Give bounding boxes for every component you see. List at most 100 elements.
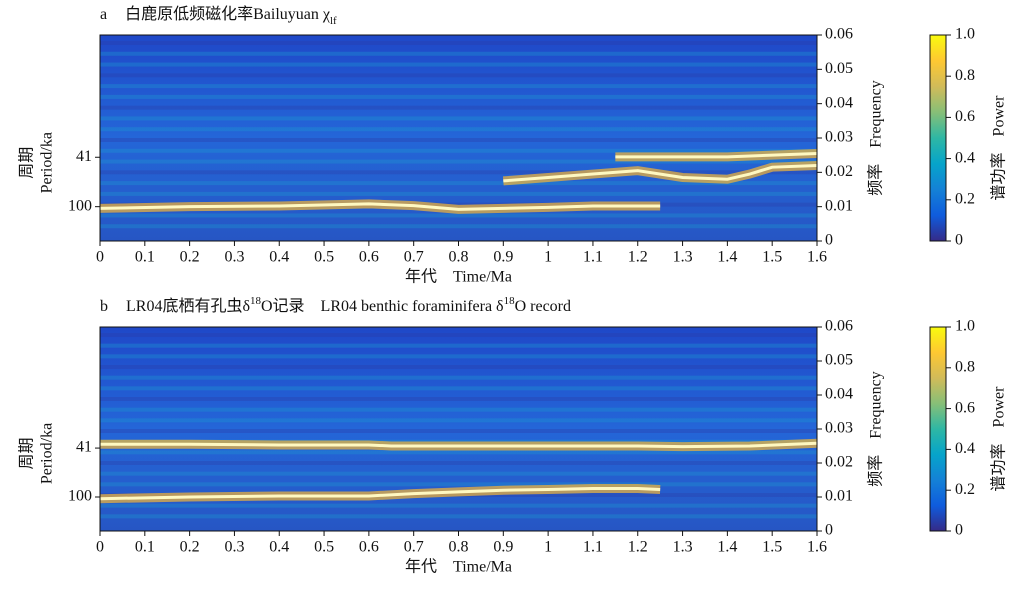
spectrogram-band: [100, 418, 817, 423]
spectrogram-band: [100, 116, 817, 121]
y-axis-label: 周期: [18, 147, 36, 179]
spectrogram-band: [100, 213, 817, 218]
spectrogram-band: [100, 471, 817, 476]
y2-axis-label: 频率 Frequency: [867, 80, 885, 196]
spectrogram-band: [100, 73, 817, 78]
y-tick-label: 0.01: [825, 488, 853, 505]
x-tick-label: 0.6: [359, 249, 379, 266]
spectrogram-band: [100, 514, 817, 519]
y-tick-label: 0.03: [825, 420, 853, 437]
x-tick-label: 0.2: [180, 249, 200, 266]
y-tick-label: 0.01: [825, 197, 853, 214]
colorbar-tick-label: 0: [955, 232, 963, 249]
title-part: b: [100, 298, 108, 315]
y-tick-label: 0.02: [825, 454, 853, 471]
spectrogram-band: [100, 386, 817, 391]
spectrogram-band: [100, 170, 817, 175]
x-tick-label: 1.4: [717, 249, 737, 266]
y-axis-label: Period/ka: [39, 132, 56, 193]
x-tick-label: 1: [544, 539, 552, 556]
y-tick-label: 0: [825, 522, 833, 539]
chart-title: b LR04底栖有孔虫δ18O记录 LR04 benthic foraminife…: [100, 295, 571, 315]
spectrogram-band: [100, 503, 817, 508]
colorbar: [929, 34, 947, 242]
spectrogram-band: [100, 343, 817, 348]
colorbar-tick-label: 0.8: [955, 67, 975, 84]
colorbar-tick-label: 0.4: [955, 440, 975, 457]
x-tick-label: 0: [96, 249, 104, 266]
title-part: 白鹿原低频磁化率: [125, 5, 253, 23]
x-tick-label: 0.3: [224, 249, 244, 266]
y-tick-label: 0.04: [825, 94, 853, 111]
title-part: lf: [330, 15, 337, 27]
y-tick-label: 0.02: [825, 163, 853, 180]
ridge: [503, 163, 818, 183]
x-tick-label: 0.4: [269, 539, 289, 556]
spectrogram-band: [100, 482, 817, 487]
x-tick-label: 1.4: [717, 539, 737, 556]
title-part: O记录 LR04 benthic foraminifera δ: [261, 297, 504, 315]
x-tick-label: 1.6: [807, 539, 827, 556]
period-tick-label: 41: [76, 148, 92, 165]
chart-title: a 白鹿原低频磁化率Bailuyuan χlf: [100, 5, 337, 27]
y-axis-label: Period/ka: [39, 423, 56, 484]
spectrogram-band: [100, 407, 817, 412]
x-tick-label: 0.2: [180, 539, 200, 556]
spectrogram-band: [100, 127, 817, 132]
period-tick-label: 41: [76, 439, 92, 456]
x-tick-label: 1.2: [628, 539, 648, 556]
colorbar-tick-label: 1.0: [955, 318, 975, 335]
title-part: O record: [515, 298, 571, 315]
spectrogram-band: [100, 148, 817, 153]
y-tick-label: 0.06: [825, 318, 853, 335]
x-tick-label: 0: [96, 539, 104, 556]
y-tick-label: 0.05: [825, 352, 853, 369]
ridge: [99, 202, 661, 211]
ridge: [615, 151, 818, 159]
title-part: a: [100, 6, 107, 23]
x-tick-label: 0.8: [449, 539, 469, 556]
spectrogram-band: [100, 429, 817, 433]
ridge: [100, 441, 818, 449]
y-tick-label: 0.05: [825, 60, 853, 77]
colorbar-tick-label: 0.6: [955, 399, 975, 416]
x-tick-label: 0.4: [269, 249, 289, 266]
spectrogram-band: [100, 397, 817, 401]
title-part: 18: [250, 295, 262, 307]
spectrogram-band: [100, 333, 817, 337]
spectrogram-band: [100, 461, 817, 465]
x-tick-label: 0.8: [449, 249, 469, 266]
x-tick-label: 1.2: [628, 249, 648, 266]
x-tick-label: 0.9: [493, 539, 513, 556]
y-tick-label: 0.04: [825, 386, 853, 403]
colorbar-label: 谱功率 Power: [990, 95, 1008, 201]
x-tick-label: 0.6: [359, 539, 379, 556]
x-axis-label: 年代 Time/Ma: [405, 268, 512, 286]
title-part: 18: [504, 295, 516, 307]
y-tick-label: 0: [825, 232, 833, 249]
x-tick-label: 1.3: [673, 249, 693, 266]
x-tick-label: 1.5: [762, 249, 782, 266]
x-tick-label: 0.3: [224, 539, 244, 556]
period-tick-label: 100: [68, 488, 92, 505]
spectrogram-band: [100, 181, 817, 186]
colorbar-tick-label: 0.2: [955, 190, 975, 207]
x-tick-label: 0.9: [493, 249, 513, 266]
colorbar-tick-label: 0.4: [955, 149, 975, 166]
spectrogram-band: [100, 105, 817, 110]
x-tick-label: 1.6: [807, 249, 827, 266]
colorbar-tick-label: 0.2: [955, 481, 975, 498]
x-tick-label: 1.1: [583, 249, 603, 266]
spectrogram-band: [100, 202, 817, 207]
x-tick-label: 1.1: [583, 539, 603, 556]
y-tick-label: 0.03: [825, 129, 853, 146]
x-tick-label: 0.5: [314, 249, 334, 266]
x-axis-label: 年代 Time/Ma: [405, 558, 512, 576]
colorbar-tick-label: 0: [955, 522, 963, 539]
colorbar-tick-label: 1.0: [955, 26, 975, 43]
title-part: LR04底栖有孔虫δ: [126, 297, 250, 315]
y-axis-label: 周期: [18, 437, 36, 469]
x-tick-label: 0.7: [404, 539, 424, 556]
y-tick-label: 0.06: [825, 26, 853, 43]
